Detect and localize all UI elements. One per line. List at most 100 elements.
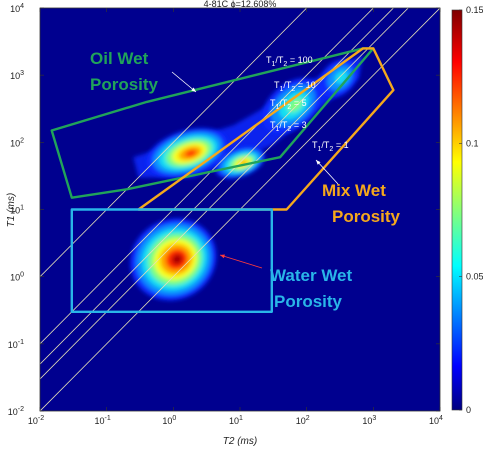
ratio-line-5 xyxy=(40,8,394,365)
ratio-label-part: 1 xyxy=(276,126,280,133)
x-tick-exp: 0 xyxy=(172,415,176,422)
oil-wet-porosity-label-line1: Oil Wet xyxy=(90,49,149,68)
ratio-label-part: = 5 xyxy=(291,98,306,108)
oil-wet-porosity-outline xyxy=(50,47,375,199)
heat-peak-3-band-3 xyxy=(287,98,303,112)
x-tick-base: 10 xyxy=(296,416,306,426)
oil-wet-porosity-label-line2: Porosity xyxy=(90,75,159,94)
region-outlines xyxy=(50,47,395,313)
ratio-label-part: 2 xyxy=(287,126,291,133)
ratio-label-part: T xyxy=(270,98,276,108)
ratio-label-part: /T xyxy=(283,80,292,90)
colorbar xyxy=(451,9,463,411)
y-tick-base: 10 xyxy=(10,71,20,81)
x-tick-label: 100 xyxy=(162,415,176,426)
y-tick-label: 10-1 xyxy=(8,339,24,350)
water-wet-porosity-label-line2: Porosity xyxy=(274,292,343,311)
ratio-label-part: 2 xyxy=(287,104,291,111)
y-tick-exp: 1 xyxy=(20,205,24,212)
mix-wet-porosity-label-line2: Porosity xyxy=(332,207,401,226)
colorbar-tick-label: 0.1 xyxy=(466,138,479,148)
y-tick-exp: -1 xyxy=(18,339,24,346)
water-wet-porosity-pointer-arrow xyxy=(219,254,263,269)
y-tick-exp: -2 xyxy=(18,406,24,413)
y-tick-exp: 0 xyxy=(20,272,24,279)
x-axis-label: T2 (ms) xyxy=(223,436,257,447)
mix-wet-porosity-label: Mix Wet Porosity xyxy=(315,159,401,226)
ratio-label-1: T1/T2 = 1 xyxy=(312,140,349,153)
x-tick-label: 101 xyxy=(229,415,243,426)
y-tick-label: 100 xyxy=(10,272,24,283)
x-tick-base: 10 xyxy=(28,416,38,426)
y-tick-label: 104 xyxy=(10,3,24,14)
ratio-label-part: 1 xyxy=(280,86,284,93)
ratio-label-part: T xyxy=(312,140,318,150)
y-tick-base: 10 xyxy=(8,407,18,417)
water-wet-porosity-arrowhead xyxy=(220,254,225,259)
ratio-label-5: T1/T2 = 5 xyxy=(270,98,307,111)
ratio-label-part: /T xyxy=(275,55,284,65)
y-tick-exp: 2 xyxy=(20,137,24,144)
ratio-label-part: /T xyxy=(321,140,330,150)
x-axis-ticks: 10-2 10-1 100 101 102 103 104 xyxy=(28,8,443,426)
x-tick-base: 10 xyxy=(95,416,105,426)
x-tick-exp: 1 xyxy=(239,415,243,422)
chart-title: 4-81C ϕ=12.608% xyxy=(204,0,277,9)
y-tick-exp: 4 xyxy=(20,3,24,10)
mix-wet-porosity-arrowhead xyxy=(316,160,321,165)
mix-wet-porosity-pointer-arrow xyxy=(315,159,339,185)
x-tick-exp: -1 xyxy=(105,415,111,422)
ratio-label-part: T xyxy=(266,55,272,65)
x-tick-base: 10 xyxy=(162,416,172,426)
y-axis-label-text: T1 (ms) xyxy=(6,193,17,227)
y-tick-base: 10 xyxy=(10,273,20,283)
ratio-label-part: = 100 xyxy=(287,55,312,65)
ratio-label-10: T1/T2 = 10 xyxy=(274,80,316,93)
oil-wet-porosity-arrowhead xyxy=(191,87,196,92)
y-tick-base: 10 xyxy=(8,340,18,350)
ratio-label-part: = 1 xyxy=(333,140,348,150)
ratio-label-part: T xyxy=(274,80,280,90)
x-tick-base: 10 xyxy=(229,416,239,426)
y-tick-base: 10 xyxy=(10,138,20,148)
y-tick-label: 101 xyxy=(10,205,24,216)
x-tick-label: 102 xyxy=(296,415,310,426)
x-tick-exp: -2 xyxy=(38,415,44,422)
water-wet-porosity-outline xyxy=(70,208,273,313)
colorbar-ticks: 0 0.05 0.1 0.15 xyxy=(459,5,483,415)
ratio-label-part: 2 xyxy=(283,61,287,68)
x-tick-label: 103 xyxy=(362,415,376,426)
ratio-label-part: = 10 xyxy=(295,80,315,90)
oil-wet-porosity-pointer-arrow xyxy=(171,71,197,93)
colorbar-tick-label: 0.15 xyxy=(466,5,483,15)
ratio-label-part: /T xyxy=(279,120,288,130)
x-tick-base: 10 xyxy=(429,416,439,426)
oil-wet-porosity-label: Oil Wet Porosity xyxy=(90,49,197,94)
mix-wet-porosity-label-line1: Mix Wet xyxy=(322,181,386,200)
y-axis-label: T1 (ms) xyxy=(6,193,17,227)
colorbar-tick-label: 0 xyxy=(466,405,471,415)
x-tick-exp: 2 xyxy=(306,415,310,422)
x-tick-label: 104 xyxy=(429,415,443,426)
water-wet-porosity-label-line1: Water Wet xyxy=(270,266,353,285)
ratio-label-part: T xyxy=(270,120,276,130)
ratio-label-part: 1 xyxy=(318,146,322,153)
ratio-label-part: 1 xyxy=(272,61,276,68)
y-tick-exp: 3 xyxy=(20,70,24,77)
x-tick-label: 10-1 xyxy=(95,415,111,426)
heat-peak-1-band-6 xyxy=(184,149,197,157)
ratio-label-part: 1 xyxy=(276,104,280,111)
ratio-label-part: /T xyxy=(279,98,288,108)
y-tick-label: 102 xyxy=(10,137,24,148)
ratio-label-part: 2 xyxy=(329,146,333,153)
y-tick-base: 10 xyxy=(10,4,20,14)
x-axis-label-text: T2 (ms) xyxy=(223,436,257,447)
x-tick-exp: 4 xyxy=(439,415,443,422)
ratio-label-3: T1/T2 = 3 xyxy=(270,120,307,133)
x-tick-base: 10 xyxy=(362,416,372,426)
ratio-label-part: = 3 xyxy=(291,120,306,130)
ratio-label-part: 2 xyxy=(291,86,295,93)
